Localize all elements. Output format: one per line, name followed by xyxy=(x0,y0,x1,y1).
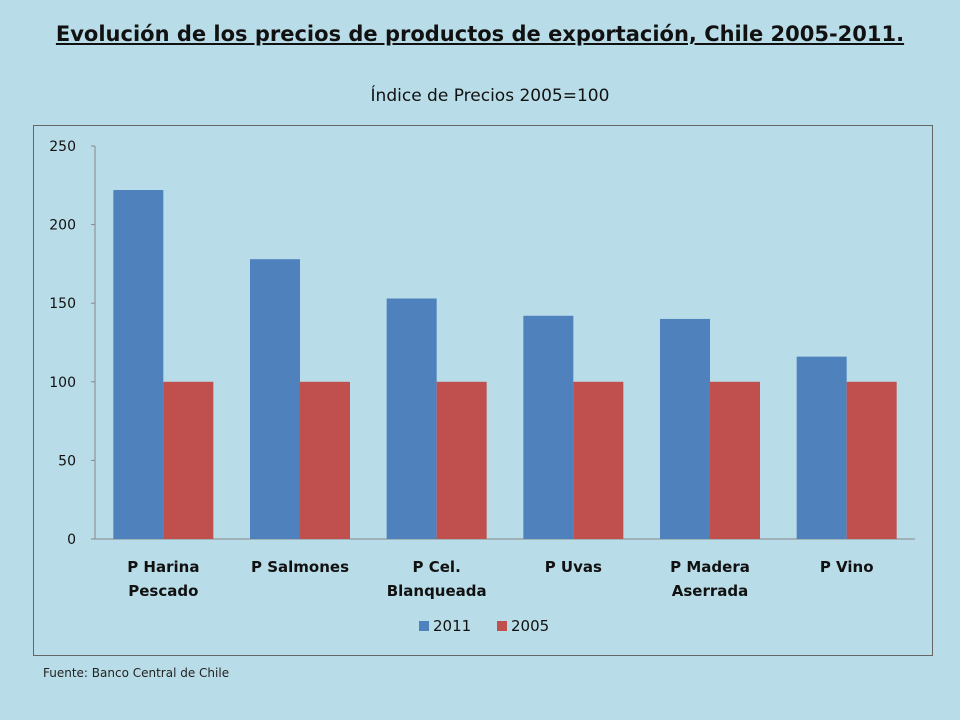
legend-label: 2005 xyxy=(511,617,549,635)
bar-2011 xyxy=(796,356,847,539)
chart-frame: 0 50 100 150 200 250 P Harina Pescado P Salmones… xyxy=(33,125,933,656)
x-tick-label: P Vino xyxy=(820,558,874,576)
bar-2011 xyxy=(386,298,437,539)
y-tick-label: 250 xyxy=(49,139,76,155)
bar-2011 xyxy=(250,259,300,539)
y-tick-label: 200 xyxy=(49,218,76,234)
x-tick-label: Blanqueada xyxy=(387,582,487,600)
bar-2005 xyxy=(710,381,760,539)
bar-2011 xyxy=(660,318,710,539)
bar-2011 xyxy=(113,190,164,539)
x-tick-label: P Cel. xyxy=(413,558,461,576)
bar-2005 xyxy=(846,381,897,539)
legend-label: 2011 xyxy=(433,617,471,635)
x-tick-label: P Uvas xyxy=(545,558,602,576)
y-tick-label: 100 xyxy=(49,375,76,391)
y-tick-label: 50 xyxy=(58,453,76,469)
x-tick-label: Aserrada xyxy=(672,582,749,600)
bar-2005 xyxy=(436,381,487,539)
chart-subtitle: Índice de Precios 2005=100 xyxy=(370,86,610,106)
legend-swatch-2005 xyxy=(497,621,507,631)
bar-chart: 0 50 100 150 200 250 P Harina Pescado P Salmones… xyxy=(49,139,915,635)
bar-2011 xyxy=(523,315,574,539)
x-tick-label: P Madera xyxy=(670,558,750,576)
x-tick-label: Pescado xyxy=(128,582,198,600)
bar-2005 xyxy=(300,381,350,539)
y-tick-label: 150 xyxy=(49,296,76,312)
source-note: Fuente: Banco Central de Chile xyxy=(43,666,230,680)
bar-2005 xyxy=(163,381,214,539)
bar-2005 xyxy=(573,381,624,539)
page-title: Evolución de los precios de productos de… xyxy=(55,22,905,46)
legend-swatch-2011 xyxy=(419,621,429,631)
y-tick-label: 0 xyxy=(67,532,76,548)
x-tick-label: P Harina xyxy=(127,558,199,576)
x-tick-label: P Salmones xyxy=(251,558,349,576)
